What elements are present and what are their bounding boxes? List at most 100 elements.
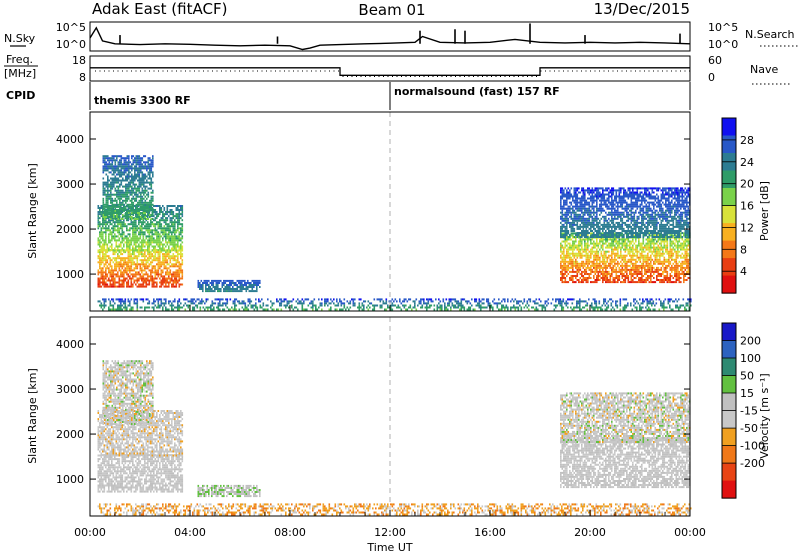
scatter-cell xyxy=(175,243,178,246)
scatter-cell xyxy=(367,300,370,303)
scatter-cell xyxy=(414,304,416,307)
scatter-cell xyxy=(200,279,203,282)
scatter-cell xyxy=(145,277,148,280)
scatter-cell xyxy=(163,235,166,238)
scatter-cell xyxy=(324,304,326,307)
scatter-cell xyxy=(141,183,144,186)
scatter-cell xyxy=(178,267,181,270)
scatter-cell xyxy=(133,243,136,246)
scatter-cell xyxy=(566,270,568,273)
scatter-cell xyxy=(205,300,208,303)
scatter-cell xyxy=(614,268,616,271)
scatter-cell xyxy=(432,300,434,303)
scatter-cell xyxy=(168,205,170,207)
scatter-cell xyxy=(118,257,121,260)
scatter-cell xyxy=(148,205,151,207)
scatter-cell xyxy=(128,197,130,200)
scatter-cell xyxy=(578,270,580,273)
scatter-cell xyxy=(576,266,579,269)
scatter-cell xyxy=(215,284,218,286)
scatter-cell xyxy=(151,253,154,256)
scatter-cell xyxy=(202,288,204,290)
scatter-cell xyxy=(166,233,169,236)
scatter-cell xyxy=(142,283,145,286)
scatter-cell xyxy=(157,275,160,278)
nave-dot xyxy=(216,70,218,72)
scatter-cell xyxy=(131,189,133,192)
scatter-cell xyxy=(160,241,163,244)
scatter-cell xyxy=(213,302,215,305)
scatter-cell xyxy=(626,273,628,275)
scatter-cell xyxy=(573,254,576,257)
scatter-cell xyxy=(132,227,134,230)
scatter-cell xyxy=(154,300,157,303)
scatter-cell xyxy=(129,253,131,256)
scatter-cell xyxy=(594,270,597,273)
scatter-cell xyxy=(612,242,615,245)
scatter-cell xyxy=(105,237,107,240)
nave-dot xyxy=(468,76,470,77)
scatter-cell xyxy=(119,183,121,186)
scatter-cell xyxy=(627,302,629,305)
scatter-cell xyxy=(133,281,136,284)
scatter-cell xyxy=(621,254,624,257)
scatter-cell xyxy=(259,306,262,309)
scatter-cell xyxy=(581,275,583,277)
scatter-cell xyxy=(609,262,612,265)
scatter-cell xyxy=(563,281,565,284)
scatter-cell xyxy=(102,216,105,218)
scatter-cell xyxy=(133,269,136,272)
scatter-cell xyxy=(159,221,161,224)
scatter-cell xyxy=(147,261,149,264)
scatter-cell xyxy=(378,298,380,301)
scatter-cell xyxy=(116,209,118,212)
scatter-cell xyxy=(630,273,633,275)
scatter-cell xyxy=(133,227,136,230)
scatter-cell xyxy=(126,169,129,172)
scatter-cell xyxy=(632,240,634,243)
scatter-cell xyxy=(611,240,613,243)
scatter-cell xyxy=(594,250,597,253)
scatter-cell xyxy=(104,187,106,190)
scatter-cell xyxy=(614,232,616,235)
scatter-cell xyxy=(621,268,624,271)
scatter-cell xyxy=(151,265,154,268)
scatter-cell xyxy=(642,298,644,301)
scatter-cell xyxy=(116,203,118,206)
scatter-cell xyxy=(139,229,142,232)
scatter-cell xyxy=(675,306,677,309)
scatter-cell xyxy=(114,251,116,254)
scatter-cell xyxy=(135,257,137,260)
nave-dot xyxy=(288,70,290,72)
scatter-cell xyxy=(247,288,249,290)
scatter-cell xyxy=(124,225,127,228)
scatter-cell xyxy=(124,251,127,254)
scatter-cell xyxy=(100,231,103,234)
scatter-cell xyxy=(595,304,598,307)
scatter-cell xyxy=(177,223,179,226)
scatter-cell xyxy=(614,279,616,281)
scatter-cell xyxy=(112,249,115,252)
scatter-cell xyxy=(139,298,142,301)
scatter-cell xyxy=(569,277,571,279)
scatter-cell xyxy=(635,277,637,279)
scatter-cell xyxy=(136,259,139,262)
scatter-cell xyxy=(163,247,166,250)
scatter-cell xyxy=(135,283,137,286)
scatter-cell xyxy=(217,290,219,293)
scatter-cell xyxy=(223,308,226,311)
scatter-cell xyxy=(247,298,250,301)
scatter-cell xyxy=(150,195,153,198)
scatter-cell xyxy=(99,304,101,307)
scatter-cell xyxy=(578,250,580,253)
scatter-cell xyxy=(140,216,142,218)
scatter-cell xyxy=(561,268,564,271)
scatter-cell xyxy=(620,273,622,275)
scatter-cell xyxy=(132,155,135,158)
scatter-cell xyxy=(566,281,568,284)
scatter-cell xyxy=(563,240,565,243)
scatter-cell xyxy=(114,197,117,200)
scatter-cell xyxy=(129,181,132,184)
scatter-cell xyxy=(262,302,265,305)
scatter-cell xyxy=(448,298,451,301)
